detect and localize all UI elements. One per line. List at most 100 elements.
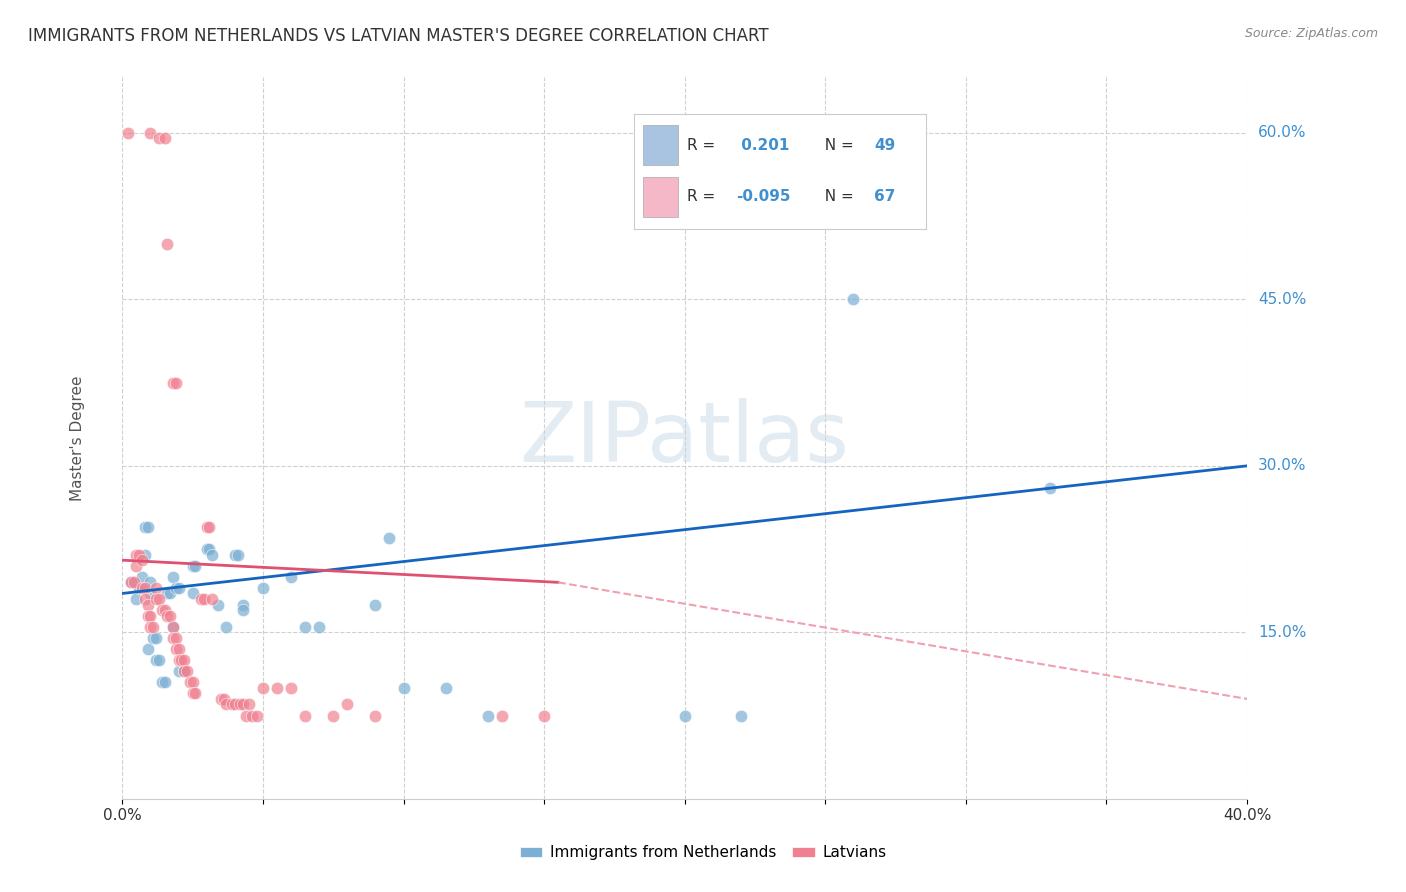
- Point: [125, 548, 148, 562]
- Point: [159, 586, 181, 600]
- Point: [153, 675, 176, 690]
- Point: [1039, 481, 1062, 495]
- Point: [235, 708, 257, 723]
- Point: [139, 586, 162, 600]
- Point: [173, 664, 195, 678]
- Point: [136, 598, 159, 612]
- Point: [294, 708, 316, 723]
- Point: [148, 131, 170, 145]
- Point: [193, 592, 215, 607]
- Point: [139, 575, 162, 590]
- Point: [533, 708, 555, 723]
- Point: [150, 675, 173, 690]
- Point: [165, 376, 187, 390]
- Point: [134, 548, 156, 562]
- Point: [145, 592, 167, 607]
- Point: [150, 603, 173, 617]
- Point: [145, 581, 167, 595]
- Point: [179, 675, 201, 690]
- Text: ZIPatlas: ZIPatlas: [520, 398, 849, 479]
- Point: [238, 698, 260, 712]
- Point: [434, 681, 457, 695]
- Point: [134, 520, 156, 534]
- Point: [224, 548, 246, 562]
- Point: [212, 692, 235, 706]
- Point: [139, 126, 162, 140]
- Text: Source: ZipAtlas.com: Source: ZipAtlas.com: [1244, 27, 1378, 40]
- Point: [232, 598, 254, 612]
- Point: [153, 603, 176, 617]
- Point: [145, 653, 167, 667]
- Point: [491, 708, 513, 723]
- Point: [181, 558, 204, 573]
- Point: [246, 708, 269, 723]
- Point: [167, 581, 190, 595]
- Point: [224, 698, 246, 712]
- Point: [252, 681, 274, 695]
- Point: [477, 708, 499, 723]
- Text: 30.0%: 30.0%: [1258, 458, 1306, 474]
- Point: [294, 620, 316, 634]
- Point: [165, 581, 187, 595]
- Point: [308, 620, 330, 634]
- Point: [280, 681, 302, 695]
- Point: [364, 598, 387, 612]
- Point: [125, 558, 148, 573]
- Point: [167, 653, 190, 667]
- Point: [145, 631, 167, 645]
- Point: [173, 664, 195, 678]
- Point: [190, 592, 212, 607]
- Point: [215, 620, 238, 634]
- Point: [122, 575, 145, 590]
- Point: [139, 620, 162, 634]
- Legend: Immigrants from Netherlands, Latvians: Immigrants from Netherlands, Latvians: [513, 839, 893, 866]
- Point: [215, 698, 238, 712]
- Point: [134, 592, 156, 607]
- Point: [142, 620, 165, 634]
- Point: [148, 653, 170, 667]
- Text: Master's Degree: Master's Degree: [70, 376, 84, 500]
- Point: [162, 376, 184, 390]
- Point: [221, 698, 243, 712]
- Point: [392, 681, 415, 695]
- Point: [184, 686, 207, 700]
- Point: [117, 126, 139, 140]
- Point: [266, 681, 288, 695]
- Point: [336, 698, 359, 712]
- Text: 45.0%: 45.0%: [1258, 292, 1306, 307]
- Point: [139, 608, 162, 623]
- Point: [162, 570, 184, 584]
- Point: [207, 598, 229, 612]
- Point: [280, 570, 302, 584]
- Point: [128, 581, 150, 595]
- Point: [173, 653, 195, 667]
- Point: [167, 664, 190, 678]
- Point: [195, 520, 218, 534]
- Point: [134, 581, 156, 595]
- Point: [131, 553, 153, 567]
- Point: [120, 575, 142, 590]
- Point: [131, 581, 153, 595]
- Point: [128, 548, 150, 562]
- Point: [184, 558, 207, 573]
- Point: [162, 620, 184, 634]
- Point: [167, 642, 190, 657]
- Point: [229, 698, 252, 712]
- Point: [181, 586, 204, 600]
- Point: [162, 631, 184, 645]
- Point: [153, 131, 176, 145]
- Point: [165, 642, 187, 657]
- Point: [165, 631, 187, 645]
- Point: [156, 586, 179, 600]
- Point: [378, 531, 401, 545]
- Point: [198, 520, 221, 534]
- Point: [181, 686, 204, 700]
- Point: [232, 698, 254, 712]
- Point: [136, 642, 159, 657]
- Point: [148, 592, 170, 607]
- Point: [195, 542, 218, 557]
- Point: [120, 575, 142, 590]
- Point: [159, 608, 181, 623]
- Point: [136, 608, 159, 623]
- Text: 60.0%: 60.0%: [1258, 126, 1306, 140]
